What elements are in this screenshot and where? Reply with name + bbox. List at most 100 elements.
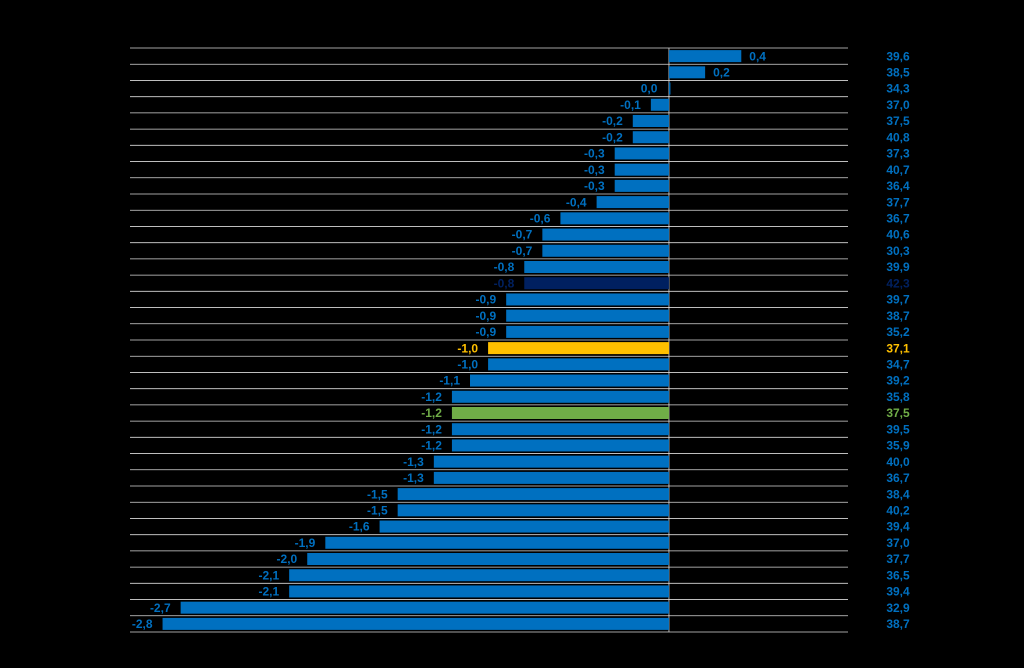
row-label: 37,5	[886, 406, 910, 420]
bar	[632, 115, 669, 127]
row-label: 40,6	[886, 228, 910, 242]
bar	[162, 617, 669, 630]
bar	[542, 244, 669, 257]
value-label: 0,0	[641, 82, 658, 96]
row-label: 32,9	[886, 601, 910, 615]
value-label: -1,9	[295, 536, 316, 550]
bar	[180, 601, 669, 614]
value-label: -0,2	[602, 130, 623, 144]
bar	[488, 358, 669, 371]
value-label: -0,6	[530, 212, 551, 226]
bar	[668, 50, 742, 63]
row-label: 36,5	[886, 568, 910, 582]
row-label: 37,3	[886, 147, 910, 161]
bar	[668, 82, 671, 95]
row-label: 39,9	[886, 260, 910, 274]
value-label: -1,5	[367, 487, 388, 501]
bar	[524, 261, 669, 273]
bar	[614, 163, 669, 176]
bar	[488, 342, 669, 355]
bar	[325, 536, 669, 549]
row-label: 39,6	[886, 49, 910, 63]
row-label: 40,0	[886, 455, 910, 469]
row-label: 37,7	[886, 552, 910, 566]
value-label: -1,2	[421, 422, 442, 436]
value-label: -0,9	[475, 325, 496, 339]
bar	[506, 325, 669, 338]
bar	[289, 569, 669, 582]
row-label: 39,5	[886, 422, 910, 436]
row-label: 34,3	[886, 82, 910, 96]
bar	[397, 488, 669, 501]
bar	[668, 66, 706, 79]
value-label: -1,6	[349, 520, 370, 534]
row-label: 40,8	[886, 130, 910, 144]
row-label: 37,7	[886, 195, 910, 209]
value-label: -1,5	[367, 504, 388, 518]
bar	[506, 309, 669, 322]
row-label: 30,3	[886, 244, 910, 258]
row-label: 37,5	[886, 114, 910, 128]
value-label: -0,3	[584, 147, 605, 161]
value-label: -0,9	[475, 309, 496, 323]
row-label: 39,7	[886, 293, 910, 307]
row-label: 39,2	[886, 374, 910, 388]
row-label: 37,0	[886, 536, 910, 550]
row-label: 38,7	[886, 309, 910, 323]
value-label: -2,8	[132, 617, 153, 631]
value-label: -0,9	[475, 293, 496, 307]
row-label: 40,7	[886, 163, 910, 177]
bar	[506, 293, 669, 306]
row-label: 37,1	[886, 341, 910, 355]
bar	[614, 179, 669, 192]
row-label: 36,4	[886, 179, 910, 193]
value-label: -0,3	[584, 179, 605, 193]
bar	[451, 407, 669, 419]
row-label: 35,2	[886, 325, 910, 339]
row-label: 38,4	[886, 487, 910, 501]
value-label: -0,8	[494, 260, 515, 274]
value-label: -1,3	[403, 471, 424, 485]
row-label: 36,7	[886, 212, 910, 226]
value-label: -0,4	[566, 195, 587, 209]
row-label: 38,7	[886, 617, 910, 631]
value-label: 0,4	[749, 49, 766, 63]
row-label: 39,4	[886, 585, 910, 599]
value-label: -2,1	[258, 568, 279, 582]
bar	[433, 455, 669, 468]
bar	[560, 212, 669, 225]
value-label: -1,0	[457, 358, 478, 372]
value-label: -1,2	[421, 439, 442, 453]
value-label: -1,0	[457, 341, 478, 355]
value-label: -2,1	[258, 585, 279, 599]
bar	[307, 553, 669, 565]
value-label: -0,2	[602, 114, 623, 128]
value-label: -1,2	[421, 390, 442, 404]
bar	[650, 98, 669, 111]
value-label: -1,3	[403, 455, 424, 469]
row-label: 37,0	[886, 98, 910, 112]
value-label: -1,1	[439, 374, 460, 388]
row-label: 34,7	[886, 358, 910, 372]
row-label: 38,5	[886, 66, 910, 80]
row-label: 42,3	[886, 276, 910, 290]
value-label: -0,8	[494, 276, 515, 290]
bar	[542, 228, 669, 241]
value-label: -2,0	[277, 552, 298, 566]
bar	[433, 471, 669, 484]
bar	[379, 520, 669, 533]
row-label: 35,9	[886, 439, 910, 453]
bar	[397, 504, 669, 517]
bar	[451, 439, 669, 452]
row-label: 36,7	[886, 471, 910, 485]
bar	[470, 374, 669, 387]
row-label: 40,2	[886, 504, 910, 518]
bar	[614, 147, 669, 160]
bar	[596, 196, 669, 209]
bar	[632, 131, 669, 144]
bar	[524, 277, 669, 290]
value-label: -0,3	[584, 163, 605, 177]
value-label: -2,7	[150, 601, 171, 615]
